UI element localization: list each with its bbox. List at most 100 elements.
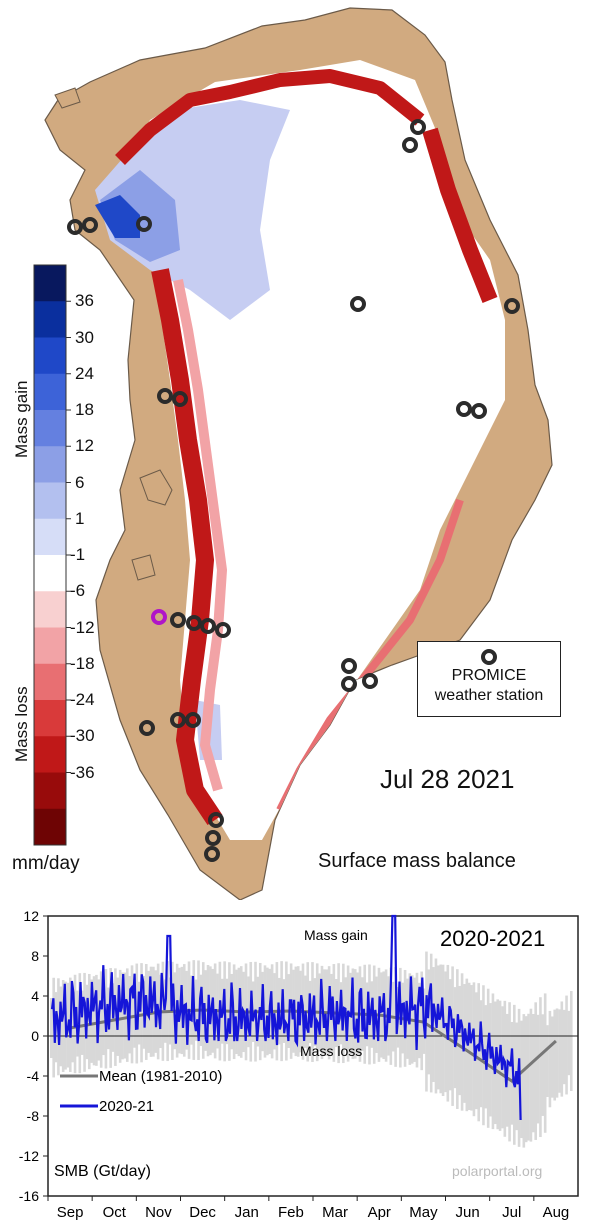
x-tick-label: Jun: [455, 1204, 479, 1221]
colorbar-segment: [34, 700, 66, 737]
station-marker[interactable]: [215, 622, 231, 638]
station-marker[interactable]: [341, 676, 357, 692]
x-tick-label: Oct: [103, 1204, 127, 1221]
colorbar-tick-label: -6: [70, 581, 86, 601]
station-legend: PROMICE weather station: [417, 641, 561, 717]
chart-legend: Mean (1981-2010) 2020-21: [60, 1068, 222, 1115]
station-marker[interactable]: [471, 403, 487, 419]
spread-bar: [135, 963, 139, 1064]
spread-bar: [489, 1003, 492, 1117]
ablation-west: [151, 268, 223, 825]
station-marker[interactable]: [402, 137, 418, 153]
mass-gain-zone: [95, 100, 290, 320]
station-marker[interactable]: [350, 296, 366, 312]
station-marker[interactable]: [157, 388, 173, 404]
colorbar-segment: [34, 337, 66, 375]
station-marker[interactable]: [456, 401, 472, 417]
station-marker[interactable]: [208, 812, 224, 828]
y-tick-label: 4: [31, 988, 39, 1004]
colorbar-tick-label: -24: [70, 690, 95, 709]
station-marker[interactable]: [172, 391, 188, 407]
station-marker[interactable]: [136, 216, 152, 232]
spread-bar: [437, 965, 440, 1090]
legend-line-1: PROMICE: [451, 667, 527, 684]
island-disko: [139, 469, 173, 506]
station-marker[interactable]: [504, 298, 520, 314]
highlight-station-marker[interactable]: [151, 609, 167, 625]
station-marker[interactable]: [170, 612, 186, 628]
spread-bar: [109, 968, 112, 1068]
spread-bar: [529, 1008, 533, 1142]
station-marker[interactable]: [341, 658, 357, 674]
greenland-map: [33, 7, 553, 900]
colorbar-segment: [34, 772, 66, 810]
colorbar-tick-label: -36: [70, 762, 95, 782]
station-marker[interactable]: [185, 712, 201, 728]
colorbar-tick-label: -12: [70, 617, 95, 637]
colorbar-segment: [34, 446, 66, 483]
colorbar-tick-label: 18: [75, 400, 94, 419]
spread-bar: [553, 1009, 556, 1101]
smb-chart: 12 8 4 0 -4 -8 -12 -16 Sep Oct Nov Dec Jan Feb Mar Apr…: [19, 908, 579, 1221]
spread-bar: [114, 968, 117, 1066]
date-label: Jul 28 2021: [380, 764, 515, 794]
station-marker[interactable]: [186, 615, 202, 631]
spread-bar: [427, 969, 431, 1075]
spread-bar: [458, 985, 462, 1096]
colorbar-tick-label: -1: [70, 545, 86, 564]
colorbar-tick-label: -30: [70, 726, 95, 746]
spread-bar: [477, 983, 480, 1122]
colorbar-tick-label: 1: [75, 508, 85, 528]
x-tick-label: Sep: [57, 1204, 84, 1221]
spread-bar: [562, 1009, 566, 1085]
station-marker[interactable]: [82, 217, 98, 233]
spread-bar: [470, 985, 473, 1111]
spread-bar: [524, 1016, 528, 1143]
mass-loss-annotation: Mass loss: [300, 1043, 362, 1059]
station-marker[interactable]: [170, 712, 186, 728]
spread-bar: [130, 965, 134, 1064]
colorbar-segment: [34, 518, 66, 556]
spread-bar: [522, 1014, 526, 1148]
spread-bar: [118, 969, 122, 1063]
map-panel: 36 30 24 18 12 6 1 -1 -6 -12 -18 -24 -30 -36 Mass gai…: [12, 7, 561, 900]
x-tick-label: May: [409, 1204, 438, 1221]
station-marker[interactable]: [205, 830, 221, 846]
x-tick-label: Apr: [368, 1204, 391, 1221]
spread-bar: [539, 997, 542, 1138]
spread-bar: [102, 983, 105, 1056]
station-marker[interactable]: [67, 219, 83, 235]
colorbar-segment: [34, 555, 66, 592]
y-axis-title: SMB (Gt/day): [54, 1163, 151, 1180]
map-title: Surface mass balance: [318, 850, 516, 872]
spread-bar: [567, 1010, 571, 1076]
spread-bar: [546, 1025, 549, 1098]
spread-bar: [513, 1004, 516, 1145]
spread-bar: [99, 971, 103, 1068]
spread-bar: [510, 1021, 514, 1125]
station-marker[interactable]: [200, 618, 216, 634]
island-west: [131, 554, 156, 581]
x-tick-label: Nov: [145, 1204, 172, 1221]
colorbar-segment: [34, 808, 66, 846]
x-tick-label: Jul: [502, 1204, 521, 1221]
station-marker[interactable]: [410, 119, 426, 135]
spread-bar: [541, 1014, 545, 1116]
x-tick-label: Feb: [278, 1204, 304, 1221]
mass-loss-label: Mass loss: [12, 686, 31, 762]
spread-bar: [71, 986, 74, 1063]
spread-bar: [133, 980, 136, 1048]
spread-bar: [50, 998, 53, 1058]
y-tick-label: 12: [23, 908, 39, 924]
spread-bar: [123, 972, 127, 1059]
legend-station-icon: [481, 649, 497, 665]
station-marker[interactable]: [362, 673, 378, 689]
spread-bar: [551, 1016, 554, 1098]
x-tick-label: Mar: [322, 1204, 348, 1221]
station-marker[interactable]: [204, 846, 220, 862]
colorbar-segment: [34, 591, 66, 628]
x-tick-label: Dec: [189, 1204, 216, 1221]
x-axis: Sep Oct Nov Dec Jan Feb Mar Apr May Jun Jul Aug: [47, 1196, 569, 1221]
colorbar-tick-label: 30: [75, 327, 94, 347]
station-marker[interactable]: [139, 720, 155, 736]
